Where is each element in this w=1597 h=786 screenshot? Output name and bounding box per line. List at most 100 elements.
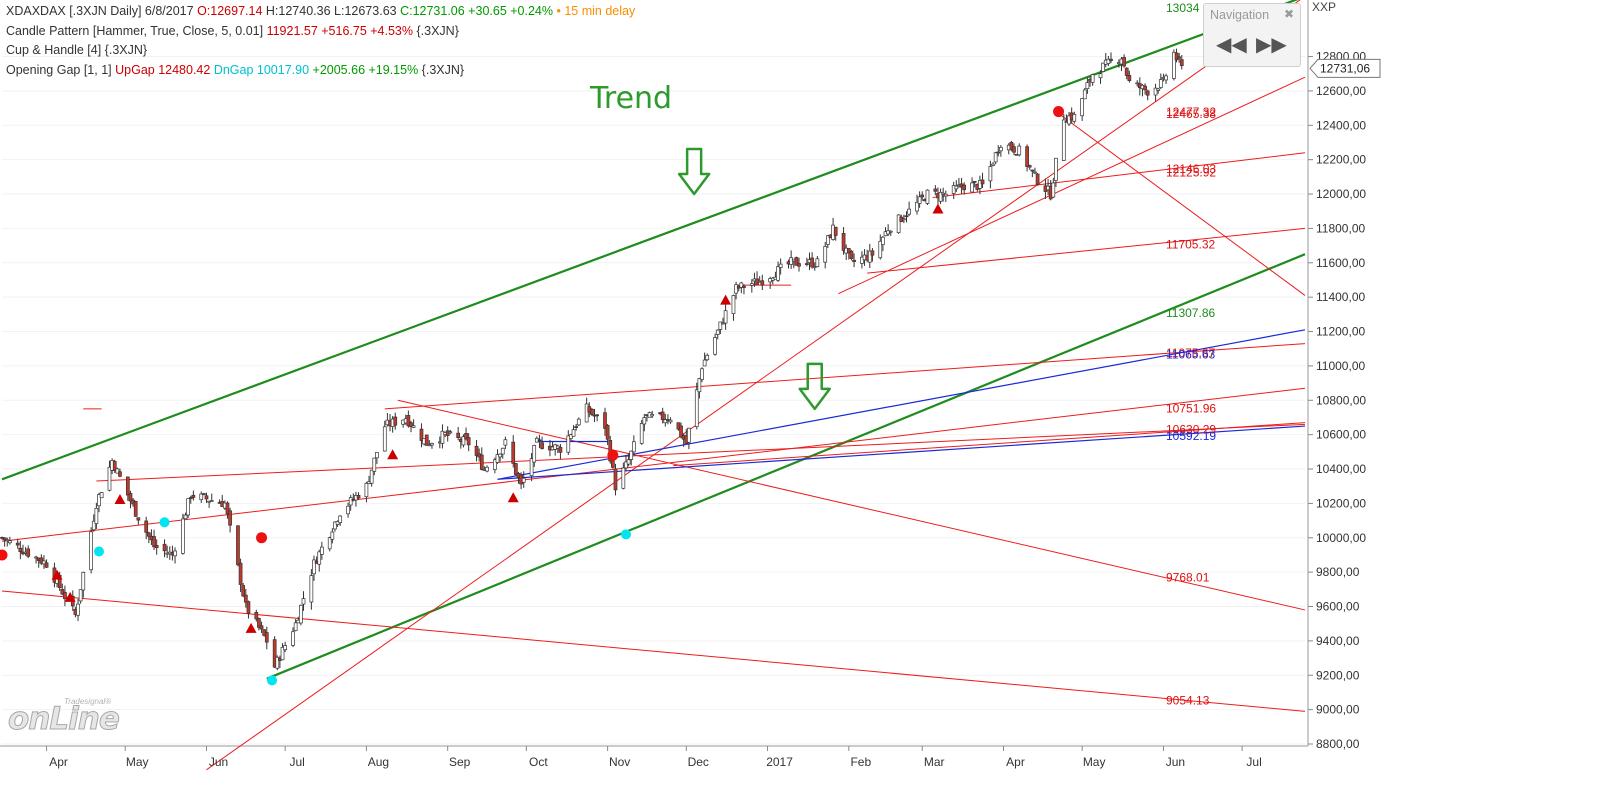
dngap-dot (620, 529, 631, 540)
line-value-label: 10592.19 (1166, 429, 1216, 443)
line-value-label: 11705.32 (1166, 238, 1215, 252)
trend-line (266, 253, 1306, 680)
candle-body-up (1061, 119, 1066, 161)
candle-body-up (485, 466, 489, 472)
candle-body-down (146, 532, 151, 537)
candle-body-up (199, 493, 204, 501)
close-icon[interactable]: ✖ (1283, 7, 1294, 21)
candle-body-up (902, 218, 906, 221)
candle-body-up (896, 214, 901, 234)
candle-body-up (715, 329, 720, 335)
candle-body-up (639, 423, 644, 444)
candle-body-down (980, 179, 985, 185)
trend-down-arrow-icon (798, 362, 831, 411)
candle-body-up (183, 514, 188, 520)
candle-body-up (333, 521, 337, 530)
opening-gap-source: {.3XJN} (421, 63, 465, 77)
time-tick-label: Jun (209, 755, 228, 769)
hammer-pattern-marker (387, 449, 399, 460)
candle-body-down (188, 497, 193, 499)
candle-body-down (1109, 58, 1113, 62)
candle-body-up (584, 403, 589, 423)
candle-body-up (571, 429, 576, 437)
rewind-icon[interactable]: ◀◀ (1216, 34, 1247, 56)
hammer-pattern-marker (720, 294, 732, 305)
price-tick-label: 9800,00 (1316, 565, 1360, 579)
candle-body-up (749, 283, 754, 286)
candle-body-up (330, 531, 335, 540)
candle-body-up (915, 201, 919, 212)
candle-body-down (393, 416, 398, 426)
candle-body-down (1143, 85, 1147, 91)
line-value-label: 11065.63 (1166, 348, 1215, 362)
navigation-panel[interactable]: Navigation ✖ ◀◀ ▶▶ (1203, 3, 1301, 67)
candle-body-up (320, 546, 324, 555)
price-tick-label: 10800,00 (1316, 393, 1366, 407)
time-tick-label: Oct (529, 755, 548, 769)
hammer-pattern-marker (245, 622, 257, 633)
line-value-label: 11075.67 (1166, 346, 1215, 360)
candle-body-down (1025, 146, 1029, 167)
time-tick-label: Apr (1006, 755, 1025, 769)
candle-body-up (721, 322, 725, 325)
price-tick-label: 8800,00 (1316, 737, 1360, 751)
candle-pattern-source: {.3XJN} (416, 24, 459, 38)
candle-body-up (734, 284, 738, 294)
candle-body-down (511, 441, 516, 464)
header-line-candle-pattern[interactable]: Candle Pattern [Hammer, True, Close, 5, … (6, 24, 459, 38)
candle-body-up (89, 531, 93, 571)
candle-body-down (574, 426, 579, 428)
candle-body-down (191, 494, 196, 498)
header-line-cup-handle[interactable]: Cup & Handle [4] {.3XJN} (6, 43, 147, 57)
candle-pattern-value: 11921.57 +516.75 +4.53% (266, 24, 413, 38)
candle-body-down (60, 589, 65, 595)
time-tick-label: May (1083, 755, 1106, 769)
low-value: L:12673.63 (334, 4, 397, 18)
candle-body-down (257, 618, 261, 628)
candle-body-up (1090, 74, 1095, 83)
line-value-label: 12477.32 (1166, 105, 1216, 119)
trend-line (384, 343, 1306, 410)
candle-body-down (154, 545, 159, 548)
last-price-label: 12731,06 (1320, 61, 1370, 75)
candle-body-up (878, 240, 883, 259)
time-tick-label: Jul (1246, 755, 1261, 769)
trend-line (96, 423, 1306, 482)
candle-body-down (202, 493, 206, 495)
trend-line (838, 76, 1306, 295)
candle-body-down (1122, 57, 1126, 67)
time-tick-label: Nov (609, 755, 630, 769)
candle-body-up (776, 266, 780, 281)
price-tick-label: 9200,00 (1316, 668, 1360, 682)
candle-body-down (409, 422, 413, 427)
candle-body-down (128, 493, 133, 502)
candle-body-down (797, 263, 801, 267)
candle-body-up (881, 236, 885, 246)
price-tick-label: 9000,00 (1316, 703, 1360, 717)
candle-body-up (700, 368, 704, 380)
candle-body-down (870, 250, 875, 256)
candle-body-down (933, 188, 938, 192)
candle-body-down (136, 517, 141, 521)
candle-body-up (1106, 58, 1111, 64)
candle-body-up (825, 235, 830, 245)
price-tick-label: 12600,00 (1316, 84, 1366, 98)
candle-body-up (42, 560, 46, 565)
candle-body-up (76, 603, 80, 616)
fast-forward-icon[interactable]: ▶▶ (1256, 34, 1287, 56)
candle-body-up (970, 182, 974, 193)
candle-body-down (63, 591, 67, 600)
candle-body-down (152, 536, 156, 548)
header-line-opening-gap[interactable]: Opening Gap [1, 1] UpGap 12480.42 DnGap … (6, 63, 464, 77)
candle-body-up (1101, 62, 1105, 72)
candle-body-down (794, 257, 799, 266)
candle-body-down (464, 433, 468, 440)
candle-body-down (605, 425, 610, 440)
candle-body-up (991, 163, 995, 166)
dngap-dot (159, 517, 170, 528)
candle-body-down (962, 184, 967, 191)
candle-body-down (660, 411, 665, 420)
price-tick-label: 11000,00 (1316, 359, 1365, 373)
candle-body-down (254, 612, 259, 620)
